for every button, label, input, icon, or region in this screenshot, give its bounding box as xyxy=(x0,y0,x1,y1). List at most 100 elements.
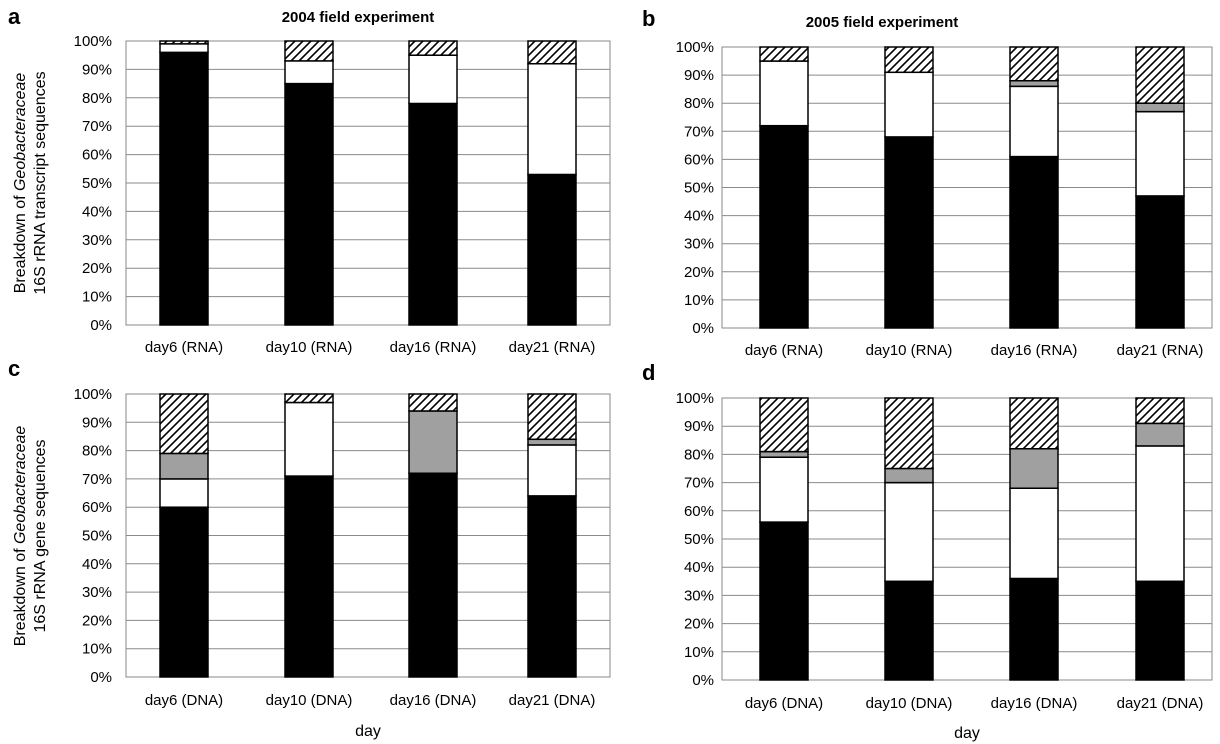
bar-segment-1 xyxy=(284,82,334,326)
bar-segment-2 xyxy=(759,60,809,127)
y-tick-label: 80% xyxy=(82,90,112,107)
bar-segment-2 xyxy=(527,62,577,176)
y-tick-label: 90% xyxy=(82,61,112,78)
y-tick-label: 60% xyxy=(82,499,112,516)
bar-segment-4 xyxy=(159,40,209,45)
x-category-label: day10 (RNA) xyxy=(866,342,953,359)
y-tick-label: 50% xyxy=(82,528,112,545)
bar-segment-4 xyxy=(408,393,458,412)
y-tick-label: 100% xyxy=(74,386,112,403)
bar-segment-4 xyxy=(1135,397,1185,425)
x-axis-title: day xyxy=(954,725,980,742)
bar-segment-1 xyxy=(159,506,209,678)
x-category-label: day10 (RNA) xyxy=(266,339,353,356)
y-tick-label: 40% xyxy=(684,208,714,225)
bar-segment-2 xyxy=(1009,85,1059,158)
y-tick-label: 30% xyxy=(82,584,112,601)
panel-title: 2004 field experiment xyxy=(282,9,435,26)
bar-segment-4 xyxy=(1135,46,1185,104)
x-axis-title: day xyxy=(355,723,381,740)
bar-segment-3 xyxy=(527,438,577,446)
panel-letter: d xyxy=(642,360,655,385)
panel-title: 2005 field experiment xyxy=(806,14,959,31)
x-category-label: day21 (RNA) xyxy=(509,339,596,356)
bar-segment-2 xyxy=(284,401,334,477)
bar-segment-3 xyxy=(759,450,809,458)
panel-letter: a xyxy=(8,4,21,29)
y-tick-label: 60% xyxy=(684,503,714,520)
bar-segment-2 xyxy=(159,43,209,54)
bar-segment-4 xyxy=(527,393,577,441)
bar-segment-1 xyxy=(759,521,809,681)
y-tick-label: 50% xyxy=(684,531,714,548)
y-tick-label: 40% xyxy=(82,556,112,573)
bar-segment-4 xyxy=(884,46,934,74)
y-tick-label: 0% xyxy=(90,669,112,686)
bar-segment-2 xyxy=(884,481,934,583)
y-tick-label: 0% xyxy=(692,320,714,337)
bar-segment-3 xyxy=(1009,79,1059,88)
x-category-label: day6 (DNA) xyxy=(745,695,823,712)
bar-segment-3 xyxy=(1009,448,1059,489)
x-category-label: day6 (RNA) xyxy=(745,342,823,359)
x-category-label: day16 (DNA) xyxy=(991,695,1078,712)
bar-segment-3 xyxy=(408,410,458,474)
x-category-label: day16 (RNA) xyxy=(991,342,1078,359)
bar-segment-2 xyxy=(159,478,209,508)
y-tick-label: 100% xyxy=(676,390,714,407)
bar-segment-2 xyxy=(527,444,577,497)
y-tick-label: 70% xyxy=(82,471,112,488)
bar-segment-4 xyxy=(159,393,209,455)
bar-segment-1 xyxy=(759,124,809,329)
bar-segment-1 xyxy=(408,102,458,326)
y-tick-label: 20% xyxy=(82,260,112,277)
y-axis-label-bottom: Breakdown of Geobacteraceae xyxy=(12,426,29,647)
x-category-label: day21 (RNA) xyxy=(1117,342,1204,359)
y-tick-label: 10% xyxy=(684,292,714,309)
y-tick-label: 20% xyxy=(684,616,714,633)
bar-segment-2 xyxy=(1135,110,1185,197)
y-tick-label: 70% xyxy=(684,123,714,140)
x-category-label: day16 (DNA) xyxy=(390,692,477,709)
bar-segment-4 xyxy=(284,393,334,404)
x-category-label: day21 (DNA) xyxy=(1117,695,1204,712)
y-tick-label: 10% xyxy=(684,644,714,661)
bar-segment-3 xyxy=(1135,422,1185,447)
bar-segment-4 xyxy=(1009,397,1059,450)
y-tick-label: 30% xyxy=(684,236,714,253)
panel-d: 0% 10% 20% 30% 40% 50% 60% 70% 80% 90% 100% day6 (D… xyxy=(642,360,1213,742)
bar-segment-1 xyxy=(527,173,577,326)
y-tick-label: 50% xyxy=(82,175,112,192)
bar-segment-2 xyxy=(884,71,934,138)
bar-segment-1 xyxy=(159,51,209,326)
y-tick-label: 0% xyxy=(692,672,714,689)
bar-segment-4 xyxy=(884,397,934,470)
x-category-label: day16 (RNA) xyxy=(390,339,477,356)
bar-segment-2 xyxy=(1009,487,1059,580)
panel-c: 0% 10% 20% 30% 40% 50% 60% 70% 80% 90% 100% day6 (D… xyxy=(8,356,611,740)
bar-segment-1 xyxy=(408,472,458,678)
y-tick-label: 90% xyxy=(82,414,112,431)
bar-segment-4 xyxy=(1009,46,1059,82)
panel-letter: c xyxy=(8,356,20,381)
bar-segment-1 xyxy=(1135,195,1185,329)
bar-segment-1 xyxy=(884,580,934,681)
y-axis-label-top: Breakdown of Geobacteraceae xyxy=(12,73,29,294)
bar-segment-2 xyxy=(1135,445,1185,583)
y-tick-label: 10% xyxy=(82,289,112,306)
x-category-label: day10 (DNA) xyxy=(866,695,953,712)
y-tick-label: 20% xyxy=(82,612,112,629)
y-axis-label-bottom-line2: 16S rRNA gene sequences xyxy=(32,439,49,632)
bar-segment-1 xyxy=(1009,155,1059,329)
y-tick-label: 70% xyxy=(82,118,112,135)
panel-b: 0% 10% 20% 30% 40% 50% 60% 70% 80% 90% 100% day6 (R… xyxy=(642,6,1213,359)
bar-segment-4 xyxy=(759,46,809,62)
y-tick-label: 90% xyxy=(684,67,714,84)
y-tick-label: 50% xyxy=(684,180,714,197)
bar-segment-1 xyxy=(884,136,934,329)
panel-letter: b xyxy=(642,6,655,31)
y-tick-label: 10% xyxy=(82,641,112,658)
x-category-label: day6 (DNA) xyxy=(145,692,223,709)
y-tick-label: 40% xyxy=(684,559,714,576)
